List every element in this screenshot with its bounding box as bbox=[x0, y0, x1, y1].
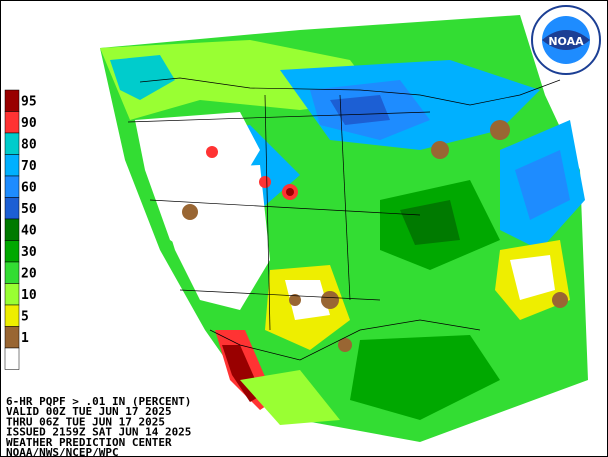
legend-label: 80 bbox=[21, 137, 37, 152]
noaa-logo: NOAA bbox=[531, 5, 601, 75]
info-line: ISSUED 2159Z SAT JUN 14 2025 bbox=[6, 426, 191, 439]
legend-swatch bbox=[4, 326, 20, 349]
info-line: THRU 06Z TUE JUN 17 2025 bbox=[6, 415, 165, 428]
legend-swatch bbox=[4, 240, 20, 263]
legend-label: 70 bbox=[21, 159, 37, 174]
legend-swatch bbox=[4, 132, 20, 155]
borders bbox=[127, 77, 561, 361]
legend-swatch bbox=[4, 154, 20, 177]
legend-swatch bbox=[4, 283, 20, 306]
legend-label: 60 bbox=[21, 180, 37, 195]
legend-label: 5 bbox=[21, 309, 29, 324]
legend-label: 95 bbox=[21, 94, 37, 109]
legend-swatch bbox=[4, 347, 20, 370]
forecast-field bbox=[100, 15, 588, 442]
info-line: NOAA/NWS/NCEP/WPC bbox=[6, 446, 119, 457]
legend-label: 20 bbox=[21, 266, 37, 281]
info-line: VALID 00Z TUE JUN 17 2025 bbox=[6, 405, 172, 418]
legend-label: 90 bbox=[21, 116, 37, 131]
legend-label: 30 bbox=[21, 245, 37, 260]
info-line: WEATHER PREDICTION CENTER bbox=[6, 436, 172, 449]
info-line: 6-HR PQPF > .01 IN (PERCENT) bbox=[6, 395, 191, 408]
legend-label: 40 bbox=[21, 223, 37, 238]
legend-swatch bbox=[4, 218, 20, 241]
legend-swatch bbox=[4, 175, 20, 198]
legend-swatch bbox=[4, 111, 20, 134]
legend-label: 1 bbox=[21, 331, 29, 346]
legend-label: 10 bbox=[21, 288, 37, 303]
legend-label: 50 bbox=[21, 202, 37, 217]
info-block: 6-HR PQPF > .01 IN (PERCENT)VALID 00Z TU… bbox=[6, 395, 191, 457]
logo-text: NOAA bbox=[548, 35, 584, 48]
legend-swatch bbox=[4, 89, 20, 112]
legend: 95 90 80 70 60 50 40 30 20 10 5 1 bbox=[4, 89, 37, 370]
legend-swatch bbox=[4, 261, 20, 284]
legend-swatch bbox=[4, 304, 20, 327]
legend-swatch bbox=[4, 197, 20, 220]
